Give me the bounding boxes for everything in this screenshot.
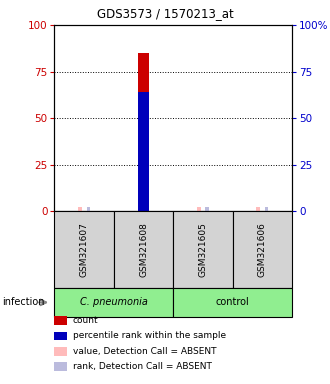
Text: control: control — [216, 297, 249, 308]
Text: GSM321608: GSM321608 — [139, 222, 148, 277]
Text: GDS3573 / 1570213_at: GDS3573 / 1570213_at — [97, 7, 233, 20]
Bar — [138, 93, 149, 99]
Text: C. pneumonia: C. pneumonia — [80, 297, 148, 308]
Bar — [197, 207, 201, 211]
Bar — [256, 207, 260, 211]
Bar — [265, 207, 268, 211]
Bar — [205, 207, 209, 211]
Bar — [138, 53, 149, 96]
Text: rank, Detection Call = ABSENT: rank, Detection Call = ABSENT — [73, 362, 212, 371]
Text: GSM321606: GSM321606 — [258, 222, 267, 277]
Text: percentile rank within the sample: percentile rank within the sample — [73, 331, 226, 341]
Text: value, Detection Call = ABSENT: value, Detection Call = ABSENT — [73, 347, 216, 356]
Text: GSM321605: GSM321605 — [198, 222, 208, 277]
Text: infection: infection — [2, 297, 44, 308]
Text: GSM321607: GSM321607 — [80, 222, 89, 277]
Bar — [138, 53, 149, 211]
Bar — [86, 207, 90, 211]
Bar — [78, 207, 82, 211]
Bar — [138, 96, 149, 211]
Text: count: count — [73, 316, 99, 325]
